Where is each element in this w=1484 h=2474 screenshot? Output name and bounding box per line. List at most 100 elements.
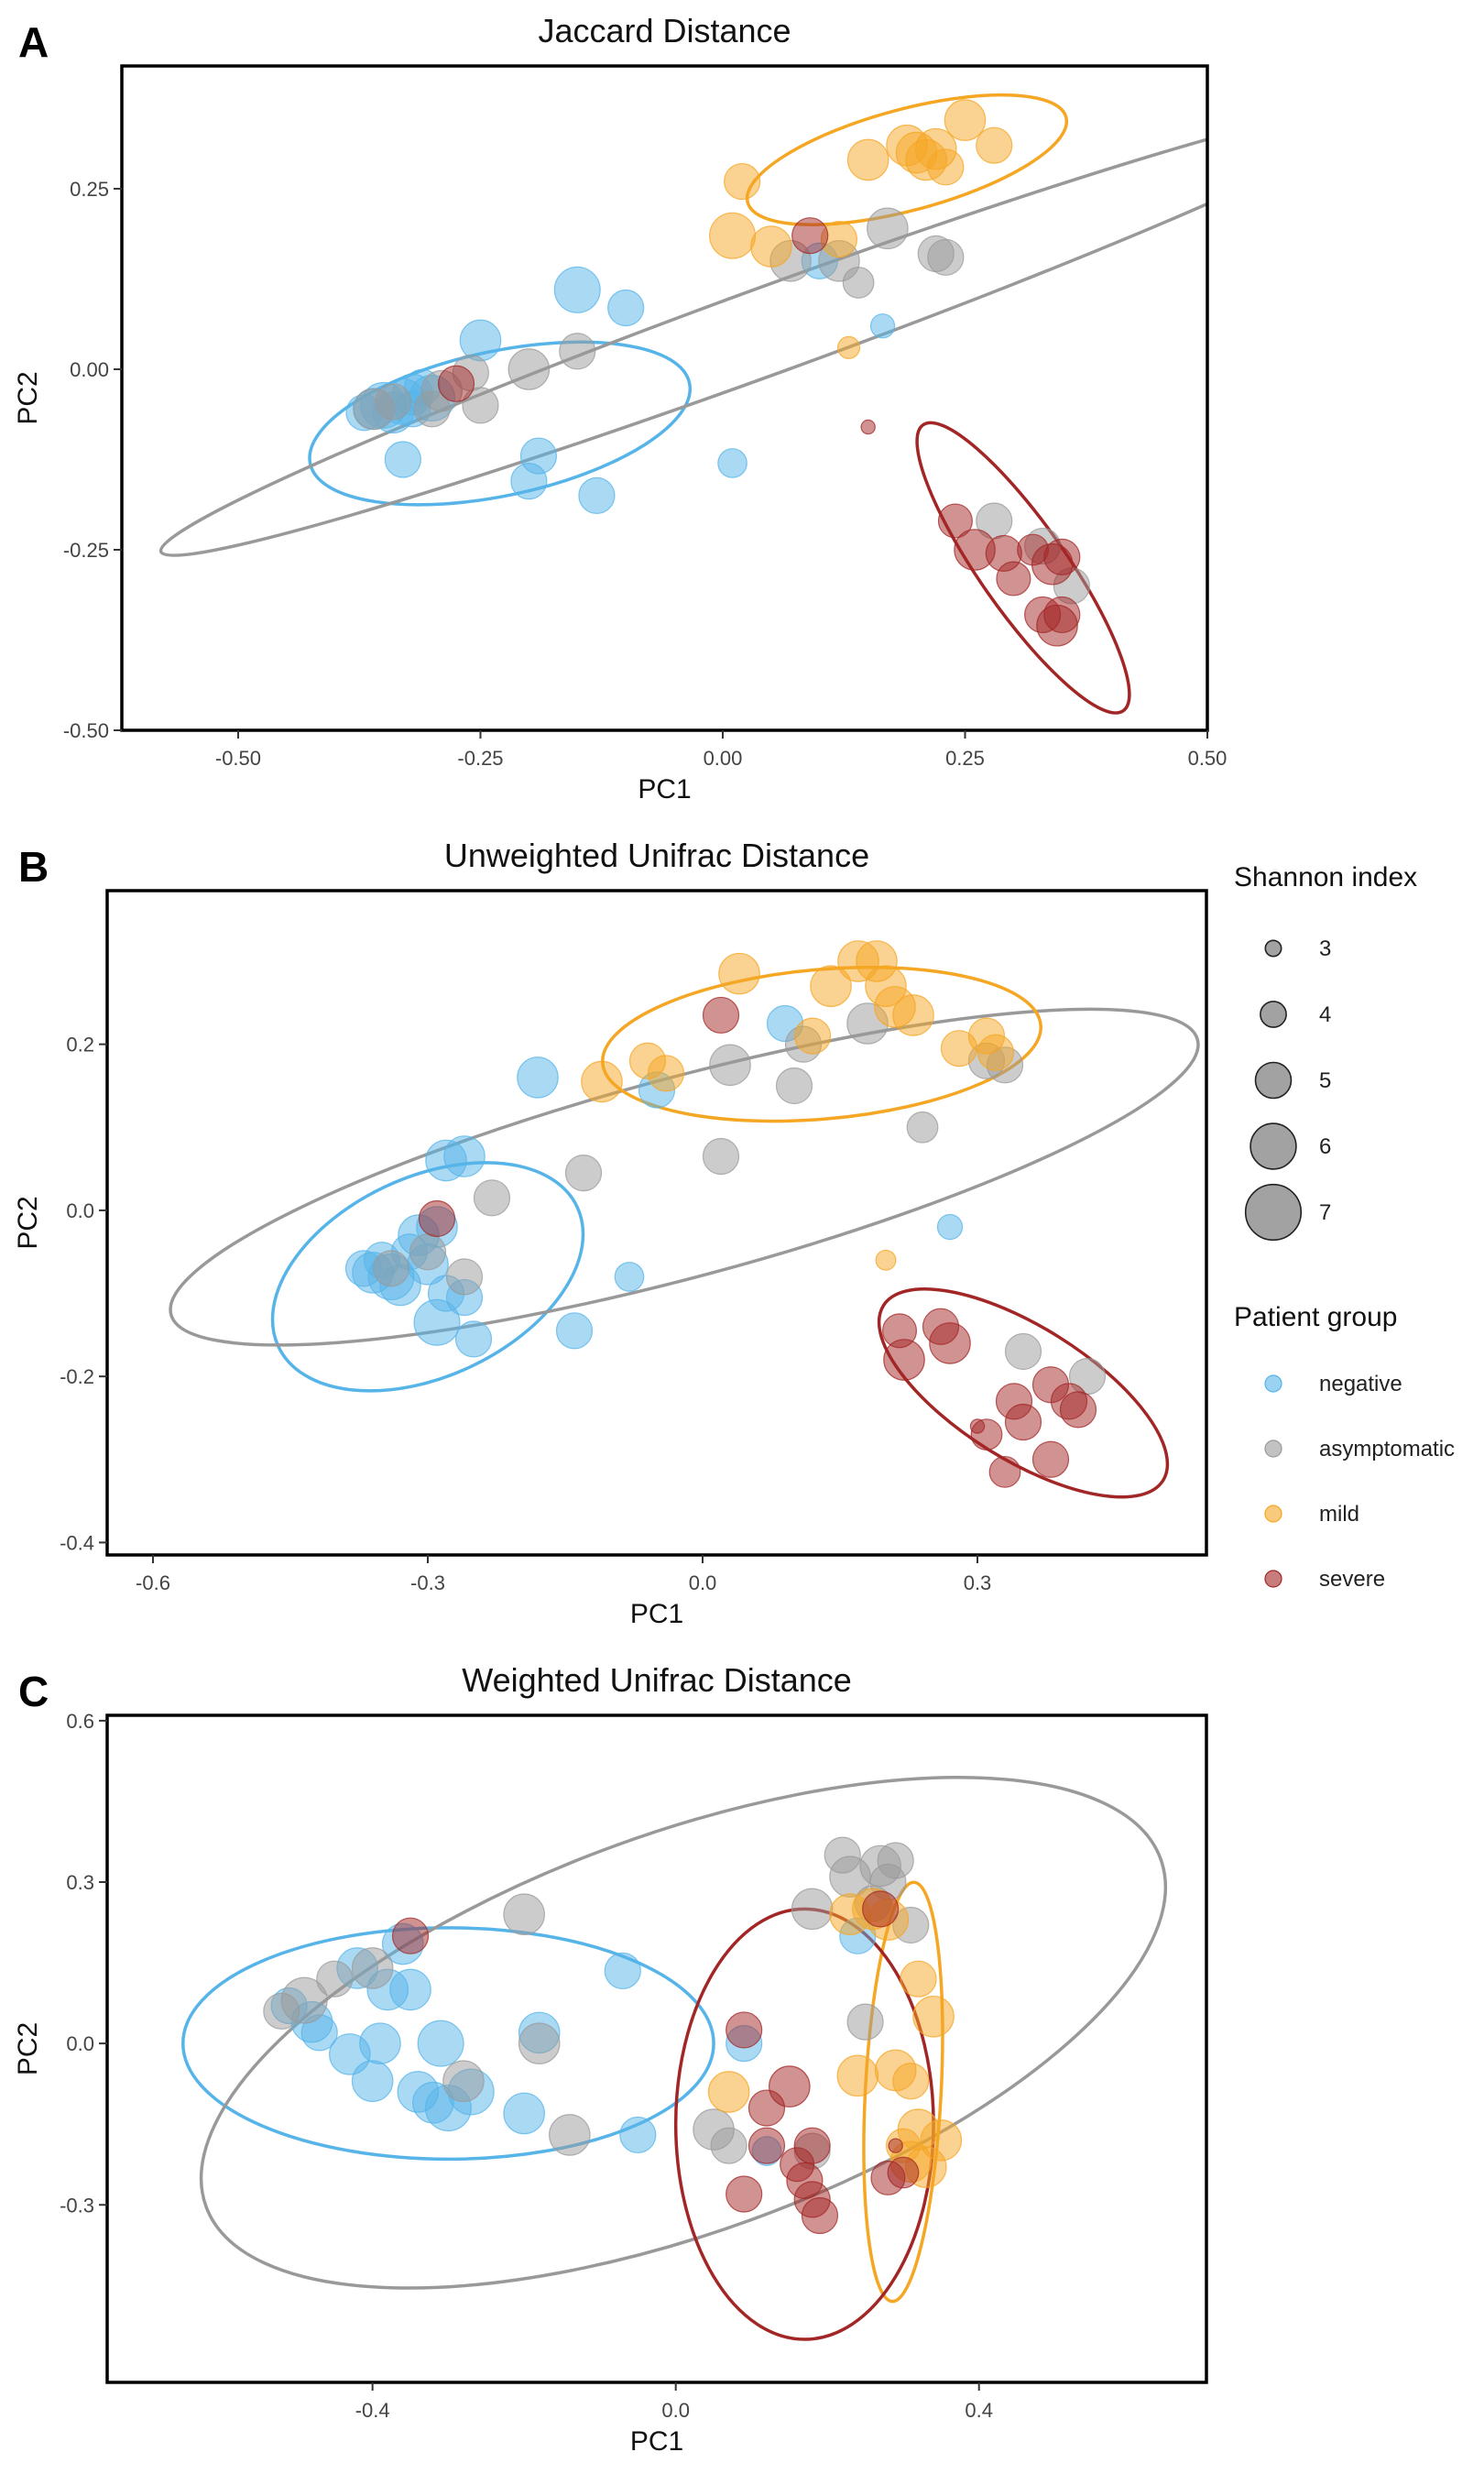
panel-a: A Jaccard Distance -0.50 -0.25 0.00 0.25 0.50 0… — [13, 12, 1227, 805]
group-legend-item-mild: mild — [1264, 1502, 1359, 1527]
y-tick-label: 0.0 — [66, 2032, 94, 2055]
size-legend-item: 4 — [1260, 1001, 1331, 1028]
series-severe — [437, 217, 1081, 647]
group-legend-marker — [1264, 1440, 1282, 1458]
point-severe — [988, 1455, 1021, 1488]
group-legend-items: negative asymptomatic mild severe — [1264, 1372, 1455, 1592]
point-severe — [793, 2127, 831, 2164]
size-legend-marker — [1254, 1061, 1293, 1100]
series-asymptomatic — [263, 1836, 930, 2170]
point-negative — [578, 476, 616, 514]
point-asymptomatic — [280, 1976, 328, 2024]
point-asymptomatic — [507, 348, 551, 390]
point-severe — [883, 1339, 925, 1381]
size-legend-title: Shannon index — [1234, 862, 1417, 892]
point-mild — [912, 1995, 955, 2038]
y-tick-label: -0.4 — [60, 1531, 94, 1554]
point-mild — [875, 1249, 897, 1271]
panel-label: C — [18, 1668, 49, 1715]
panel-b: B Unweighted Unifrac Distance -0.6 -0.3 0.0 0… — [13, 837, 1208, 1629]
point-asymptomatic — [462, 387, 499, 424]
size-legend-item: 3 — [1264, 936, 1331, 961]
point-negative — [717, 448, 747, 478]
point-negative — [413, 1298, 461, 1346]
series-severe — [418, 996, 1097, 1488]
y-tick-label: 0.2 — [66, 1034, 94, 1056]
group-legend-label: severe — [1319, 1567, 1385, 1592]
point-mild — [836, 2054, 879, 2097]
point-asymptomatic — [846, 2003, 884, 2041]
series-mild — [709, 99, 1013, 359]
plot-frame — [120, 64, 1209, 732]
point-asymptomatic — [791, 1888, 834, 1931]
point-asymptomatic — [375, 383, 412, 421]
point-mild — [709, 212, 757, 259]
point-severe — [1031, 1440, 1070, 1478]
series-mild — [707, 1888, 963, 2188]
point-mild — [707, 2071, 750, 2113]
x-tick-label: 0.25 — [945, 747, 985, 770]
point-negative — [936, 1213, 964, 1241]
x-axis-label: PC1 — [638, 774, 691, 805]
point-mild — [846, 138, 889, 181]
group-legend-marker — [1264, 1505, 1282, 1523]
point-mild — [900, 1960, 937, 1998]
plot-area — [169, 940, 1200, 1499]
group-legend-marker — [1264, 1374, 1282, 1393]
point-severe — [887, 2156, 920, 2189]
y-tick-label: 0.6 — [66, 1710, 94, 1733]
point-severe — [747, 2127, 786, 2164]
ellipse-asymptomatic — [158, 102, 1207, 557]
plot-area — [158, 93, 1207, 715]
group-legend-label: asymptomatic — [1319, 1437, 1455, 1461]
point-asymptomatic — [709, 1044, 751, 1087]
series-mild — [581, 940, 1015, 1271]
ellipse-asymptomatic — [169, 1007, 1200, 1347]
point-asymptomatic — [442, 2060, 485, 2103]
point-mild — [724, 162, 761, 201]
y-tick-label: -0.3 — [60, 2194, 94, 2217]
point-negative — [443, 1135, 486, 1177]
point-negative — [384, 441, 421, 478]
x-tick-label: -0.3 — [410, 1571, 445, 1594]
group-legend-item-asymptomatic: asymptomatic — [1264, 1437, 1455, 1461]
x-tick-label: 0.4 — [965, 2399, 993, 2422]
size-legend-item: 7 — [1244, 1183, 1331, 1242]
point-severe — [437, 365, 475, 402]
point-negative — [553, 266, 601, 313]
point-mild — [920, 2119, 963, 2162]
point-severe — [970, 1418, 1003, 1450]
size-legend-label: 3 — [1319, 936, 1331, 961]
point-negative — [503, 2092, 545, 2135]
point-asymptomatic — [549, 2114, 591, 2156]
point-negative — [619, 2116, 657, 2154]
point-mild — [976, 126, 1013, 164]
ellipse-asymptomatic — [199, 1776, 1168, 2290]
point-negative — [607, 289, 645, 327]
point-mild — [750, 225, 792, 268]
point-mild — [944, 99, 987, 141]
point-negative — [517, 1056, 559, 1099]
group-legend-title: Patient group — [1234, 1302, 1397, 1332]
point-asymptomatic — [906, 1111, 939, 1144]
chart-title: Jaccard Distance — [538, 12, 791, 49]
y-tick-label: -0.25 — [63, 539, 109, 562]
point-severe — [860, 419, 876, 435]
point-negative — [519, 437, 558, 475]
size-legend-label: 7 — [1319, 1200, 1331, 1225]
point-asymptomatic — [518, 2022, 561, 2064]
point-asymptomatic — [710, 2127, 747, 2164]
group-legend-item-severe: severe — [1264, 1567, 1385, 1592]
size-legend-item: 6 — [1249, 1122, 1331, 1170]
point-severe — [801, 2196, 839, 2235]
point-severe — [726, 2175, 763, 2213]
y-tick-label: -0.50 — [63, 719, 109, 742]
panels-layer: A Jaccard Distance -0.50 -0.25 0.00 0.25 0.50 0… — [13, 12, 1227, 2457]
point-mild — [647, 1055, 685, 1092]
point-asymptomatic — [877, 1842, 914, 1879]
point-asymptomatic — [445, 1258, 484, 1296]
point-negative — [454, 1320, 493, 1358]
point-severe — [929, 1322, 971, 1364]
size-legend-label: 5 — [1319, 1068, 1331, 1093]
size-legend-marker — [1244, 1183, 1303, 1242]
